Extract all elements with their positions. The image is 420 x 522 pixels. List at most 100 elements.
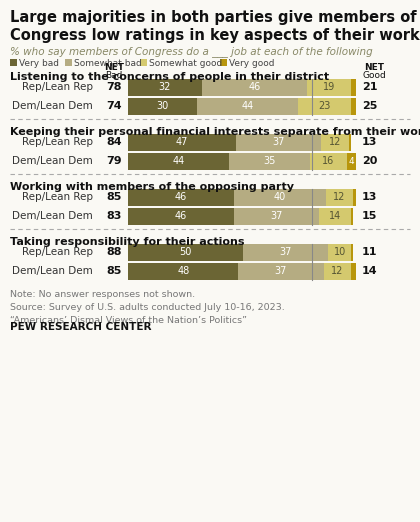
Text: 46: 46 — [248, 82, 261, 92]
Text: 32: 32 — [159, 82, 171, 92]
Text: 21: 21 — [362, 82, 378, 92]
Bar — [128, 152, 229, 170]
Text: Taking responsibility for their actions: Taking responsibility for their actions — [10, 237, 244, 247]
Bar — [323, 263, 351, 279]
Text: 47: 47 — [176, 137, 188, 147]
Text: Dem/Lean Dem: Dem/Lean Dem — [12, 211, 93, 221]
Bar — [353, 188, 356, 206]
Bar — [128, 134, 236, 150]
Text: Dem/Lean Dem: Dem/Lean Dem — [12, 156, 93, 166]
Bar — [321, 134, 349, 150]
Bar — [310, 152, 346, 170]
Bar — [351, 98, 356, 114]
Text: 50: 50 — [179, 247, 192, 257]
Text: 40: 40 — [274, 192, 286, 202]
Bar — [236, 134, 321, 150]
Text: PEW RESEARCH CENTER: PEW RESEARCH CENTER — [10, 322, 152, 332]
Bar — [326, 188, 353, 206]
Bar — [234, 208, 319, 224]
Text: Rep/Lean Rep: Rep/Lean Rep — [22, 247, 93, 257]
Text: Working with members of the opposing party: Working with members of the opposing par… — [10, 182, 294, 192]
Bar — [346, 152, 356, 170]
Text: 37: 37 — [279, 247, 292, 257]
Bar — [10, 59, 17, 66]
Text: 46: 46 — [175, 211, 187, 221]
Bar — [351, 208, 353, 224]
Text: 11: 11 — [362, 247, 378, 257]
Text: 15: 15 — [362, 211, 378, 221]
Text: Very bad: Very bad — [19, 60, 59, 68]
Text: 23: 23 — [318, 101, 331, 111]
Text: 44: 44 — [241, 101, 254, 111]
Text: 79: 79 — [106, 156, 122, 166]
Text: 46: 46 — [175, 192, 187, 202]
Bar — [239, 263, 323, 279]
Bar — [128, 98, 197, 114]
Text: % who say members of Congress do a ___ job at each of the following: % who say members of Congress do a ___ j… — [10, 46, 373, 57]
Text: 16: 16 — [322, 156, 334, 166]
Text: 4: 4 — [348, 157, 354, 165]
Text: 85: 85 — [107, 192, 122, 202]
Bar — [328, 243, 351, 260]
Text: 83: 83 — [107, 211, 122, 221]
Text: Very good: Very good — [229, 60, 275, 68]
Text: Note: No answer responses not shown.
Source: Survey of U.S. adults conducted Jul: Note: No answer responses not shown. Sou… — [10, 290, 285, 325]
Bar — [319, 208, 351, 224]
Bar — [351, 78, 356, 96]
Text: 13: 13 — [362, 137, 378, 147]
Bar — [307, 78, 351, 96]
Text: 30: 30 — [156, 101, 168, 111]
Bar — [140, 59, 147, 66]
Text: Good: Good — [362, 71, 386, 80]
Bar — [351, 263, 356, 279]
Bar — [349, 134, 351, 150]
Text: 37: 37 — [270, 211, 283, 221]
Text: Keeping their personal financial interests separate from their work in Congress: Keeping their personal financial interes… — [10, 127, 420, 137]
Text: 25: 25 — [362, 101, 378, 111]
Text: 48: 48 — [177, 266, 189, 276]
Text: 10: 10 — [333, 247, 346, 257]
Bar — [243, 243, 328, 260]
Bar — [298, 98, 351, 114]
Text: 84: 84 — [106, 137, 122, 147]
Bar — [65, 59, 72, 66]
Text: 78: 78 — [107, 82, 122, 92]
Text: 12: 12 — [329, 137, 341, 147]
Text: 14: 14 — [362, 266, 378, 276]
Text: Dem/Lean Dem: Dem/Lean Dem — [12, 101, 93, 111]
Text: 85: 85 — [107, 266, 122, 276]
Text: 12: 12 — [331, 266, 344, 276]
Bar — [234, 188, 326, 206]
Text: Rep/Lean Rep: Rep/Lean Rep — [22, 82, 93, 92]
Text: Listening to the concerns of people in their district: Listening to the concerns of people in t… — [10, 72, 329, 82]
Text: NET: NET — [104, 63, 124, 72]
Text: 37: 37 — [275, 266, 287, 276]
Bar — [197, 98, 298, 114]
Text: Somewhat good: Somewhat good — [149, 60, 222, 68]
Text: NET: NET — [364, 63, 384, 72]
Bar — [202, 78, 307, 96]
Text: 19: 19 — [323, 82, 336, 92]
Bar — [128, 263, 239, 279]
Text: Dem/Lean Dem: Dem/Lean Dem — [12, 266, 93, 276]
Text: 44: 44 — [173, 156, 185, 166]
Text: Large majorities in both parties give members of
Congress low ratings in key asp: Large majorities in both parties give me… — [10, 10, 420, 43]
Bar — [220, 59, 227, 66]
Bar — [128, 78, 202, 96]
Bar — [128, 243, 243, 260]
Text: 20: 20 — [362, 156, 378, 166]
Bar — [351, 243, 353, 260]
Text: 88: 88 — [107, 247, 122, 257]
Text: 14: 14 — [329, 211, 341, 221]
Bar — [128, 208, 234, 224]
Text: 35: 35 — [263, 156, 276, 166]
Text: Rep/Lean Rep: Rep/Lean Rep — [22, 137, 93, 147]
Text: 13: 13 — [362, 192, 378, 202]
Text: 37: 37 — [273, 137, 285, 147]
Bar — [229, 152, 310, 170]
Text: Somewhat bad: Somewhat bad — [74, 60, 142, 68]
Text: Rep/Lean Rep: Rep/Lean Rep — [22, 192, 93, 202]
Text: 74: 74 — [106, 101, 122, 111]
Text: 12: 12 — [333, 192, 346, 202]
Bar — [128, 188, 234, 206]
